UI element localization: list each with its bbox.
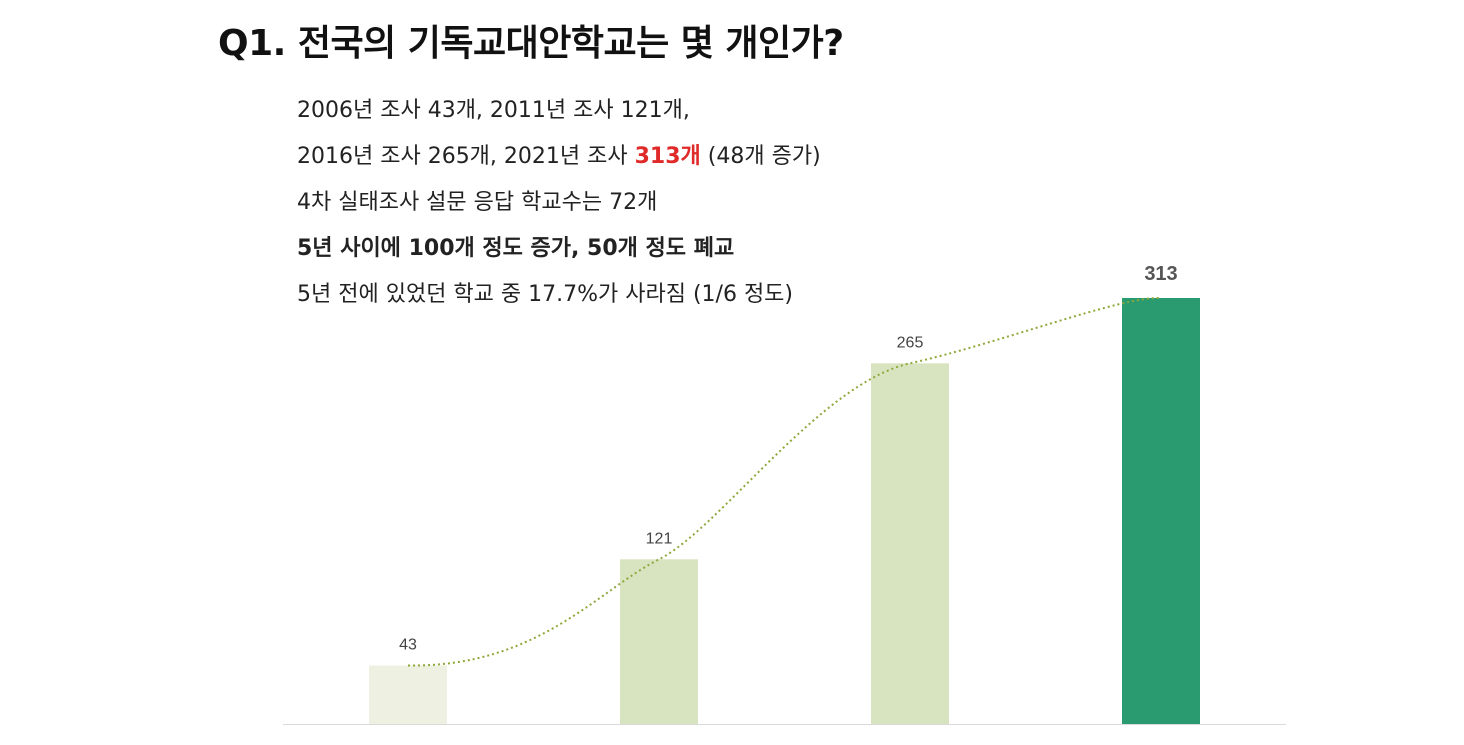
note-line-3: 4차 실태조사 설문 응답 학교수는 72개 [297,190,658,215]
note-line-5: 5년 전에 있었던 학교 중 17.7%가 사라짐 (1/6 정도) [297,282,794,307]
data-label-2016: 265 [897,334,924,351]
note-line-2-post: (48개 증가) [700,144,821,169]
summary-notes: 2006년 조사 43개, 2011년 조사 121개, 2016년 조사 26… [297,92,821,322]
note-line-4: 5년 사이에 100개 정도 증가, 50개 정도 폐교 [297,236,735,261]
data-label-2011: 121 [646,530,673,547]
data-label-2006: 43 [399,636,417,653]
bar-2011 [620,559,698,724]
note-line-1: 2006년 조사 43개, 2011년 조사 121개, [297,98,690,123]
bar-2006 [369,665,447,724]
note-line-2: 2016년 조사 265개, 2021년 조사 313개 (48개 증가) [297,138,821,184]
bar-2021 [1122,298,1200,724]
trend-line [407,296,1162,667]
page-title: Q1. 전국의 기독교대안학교는 몇 개인가? [218,23,844,64]
note-highlight-313: 313개 [634,144,701,169]
bar-2016 [871,363,949,724]
data-label-2021: 313 [1144,263,1177,285]
note-line-2-pre: 2016년 조사 265개, 2021년 조사 [297,144,635,169]
